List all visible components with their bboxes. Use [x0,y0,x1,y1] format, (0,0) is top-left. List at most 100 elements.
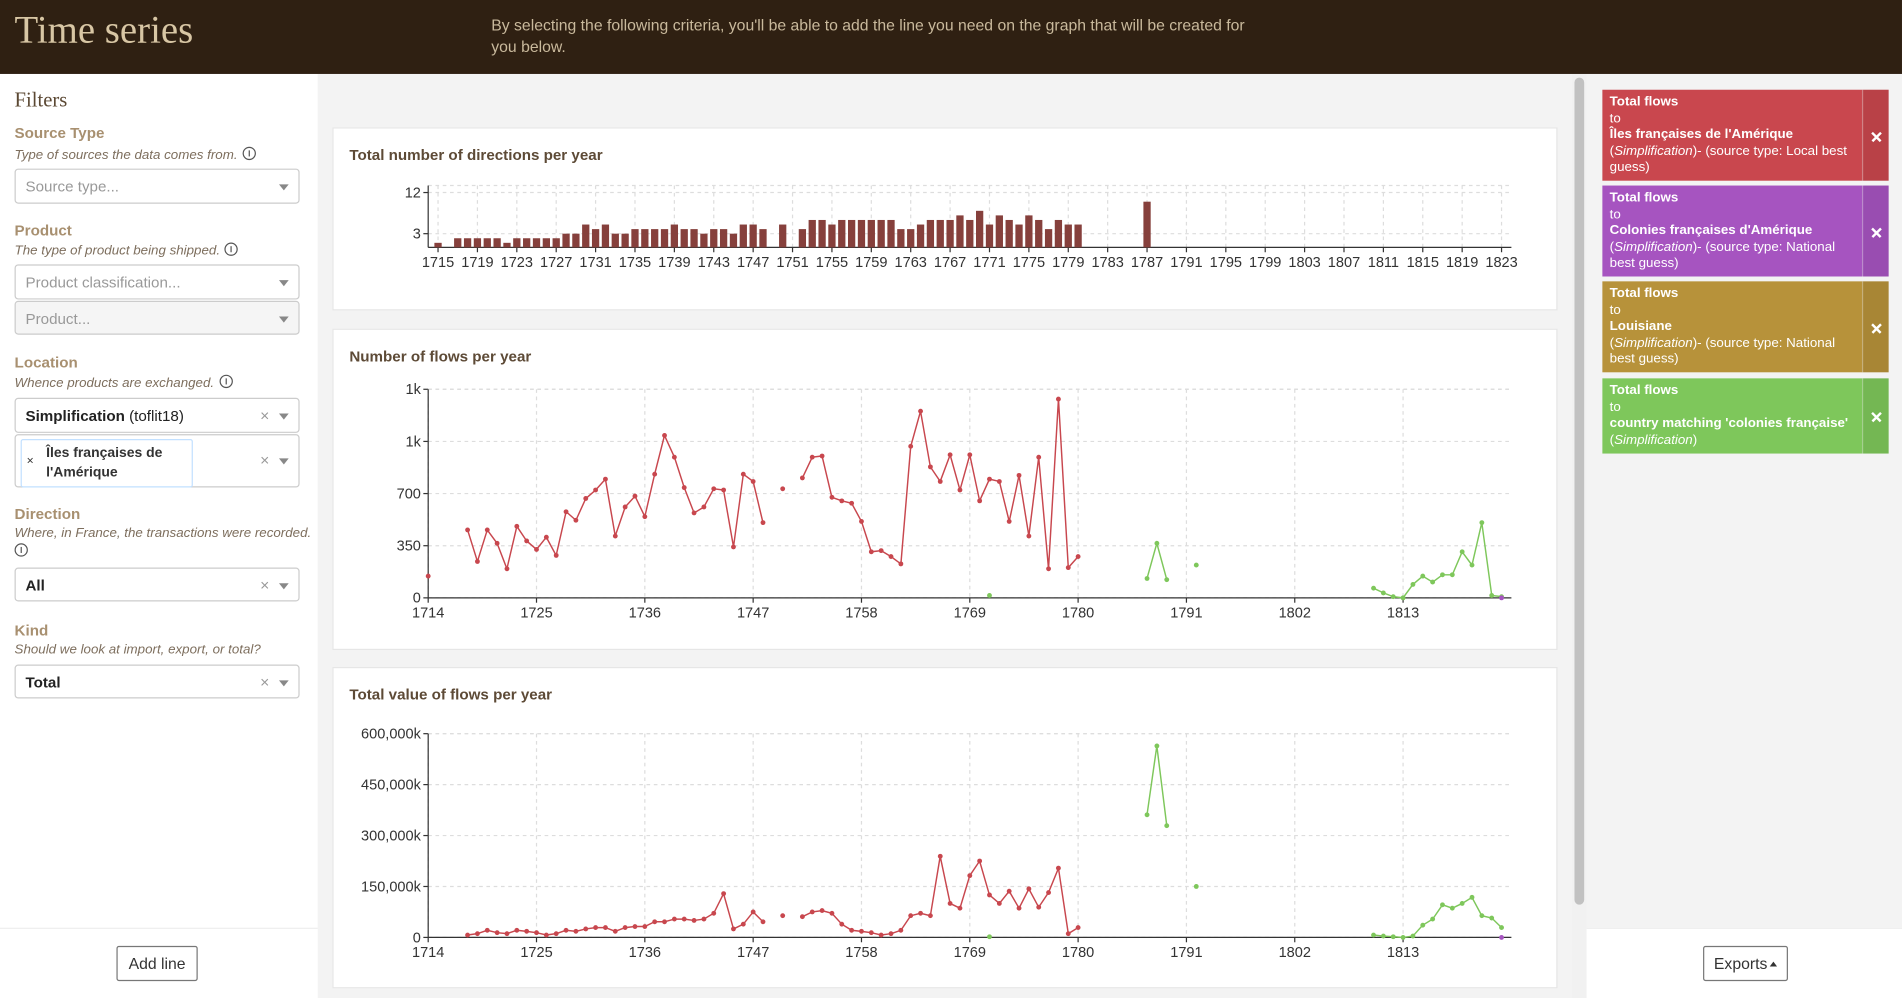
data-point [987,892,992,898]
x-tick-label: 1791 [1170,945,1202,961]
exports-label: Exports [1713,954,1768,973]
y-tick-label: 0 [413,591,421,607]
x-tick-label: 1775 [1013,255,1045,271]
chart-title: Total value of flows per year [349,687,552,704]
dropdown-arrow [278,184,289,191]
data-point [750,479,756,484]
data-point [484,927,490,933]
data-point [603,925,608,930]
data-point [721,891,727,897]
data-point [1193,562,1199,568]
line-title: Total flows [1609,94,1679,110]
bar [1074,224,1082,248]
clear-icon[interactable]: × [260,673,270,692]
data-point [819,453,825,459]
select[interactable]: Product classification... [14,264,300,300]
remove-line[interactable] [1861,89,1889,181]
x-tick-label: 1791 [1170,605,1202,621]
clear-icon[interactable]: × [260,406,270,425]
data-point [799,914,805,920]
data-point [425,573,431,579]
remove-line[interactable] [1861,281,1889,373]
line-target: Îles françaises de l'Amérique [1609,127,1794,143]
select[interactable]: Total × [14,664,300,699]
data-point [1430,579,1436,585]
y-tick-label: 150,000k [361,879,422,895]
bar [976,210,984,248]
x-tick-label: 1747 [737,945,769,961]
data-point [1459,901,1465,906]
data-point [1410,582,1416,587]
x-tick-label: 1719 [461,255,493,271]
info-icon[interactable] [242,146,256,161]
note-part: Simplification [1614,335,1693,351]
note-part: Simplification [1614,239,1693,255]
y-tick-label: 1k [406,434,422,450]
bar [985,224,994,248]
field-label: Direction [14,505,81,523]
data-point [662,919,667,925]
multi-select[interactable]: × Îles françaises de l'Amérique × [14,434,300,488]
info-icon[interactable] [218,374,233,389]
data-point [612,928,618,934]
data-point [1390,594,1396,600]
data-point [829,494,835,500]
line-card-body: Total flows to country matching 'colonies … [1602,378,1863,454]
line-to: to [1609,206,1621,222]
remove-line[interactable] [1861,185,1889,277]
select[interactable]: Source type... [14,168,300,204]
bar [887,219,895,248]
exports-button[interactable]: Exports [1703,945,1788,982]
data-point [711,910,717,916]
data-point [543,932,549,938]
bar [926,219,935,248]
clear-icon[interactable]: × [260,576,270,595]
page-description: By selecting the following criteria, you… [491,15,1245,56]
remove-tag[interactable]: × [26,454,34,469]
data-point [1026,533,1032,539]
data-point [750,909,756,915]
select[interactable]: Simplification (toflit18) × [14,397,300,433]
data-point [967,452,973,458]
field-hint: Type of sources the data comes from. [15,146,256,163]
data-point [1479,520,1485,526]
y-tick-label: 600,000k [361,727,422,743]
line-card-body: Total flows to Colonies françaises d'Améri… [1602,186,1863,278]
data-point [671,916,677,922]
scrollbar-thumb[interactable] [1574,77,1585,905]
field-hint: The type of product being shipped. [15,242,239,258]
data-point [740,471,746,477]
bar [739,224,747,248]
x-tick-label: 1747 [737,255,769,271]
chart-title: Total number of directions per year [349,147,602,164]
add-line-button[interactable]: Add line [116,945,198,982]
select[interactable]: Product... [14,300,300,335]
data-point [1144,576,1150,581]
select[interactable]: All × [14,567,300,602]
data-point [927,464,933,470]
clear-icon[interactable]: × [260,451,270,470]
line-title: Total flows [1609,383,1679,398]
data-point [1016,905,1022,911]
dropdown-arrow [278,280,289,287]
data-point [504,566,510,572]
data-point [1479,913,1485,919]
bar [857,219,866,248]
x-tick-label: 1769 [954,945,986,961]
info-icon[interactable] [14,543,28,557]
header: Time series By selecting the following c… [0,0,1902,74]
data-point [1065,565,1071,571]
data-point [1016,472,1022,478]
x-tick-label: 1823 [1485,255,1517,271]
bar [483,238,491,248]
selected-value: Simplification (toflit18) [25,407,183,424]
data-point [543,534,549,540]
data-point [1380,590,1386,596]
data-point [849,500,855,506]
dropdown-arrow [278,413,289,420]
info-icon[interactable] [224,242,239,256]
data-point [1440,572,1445,578]
remove-line[interactable] [1861,378,1889,454]
data-point [1075,925,1081,930]
